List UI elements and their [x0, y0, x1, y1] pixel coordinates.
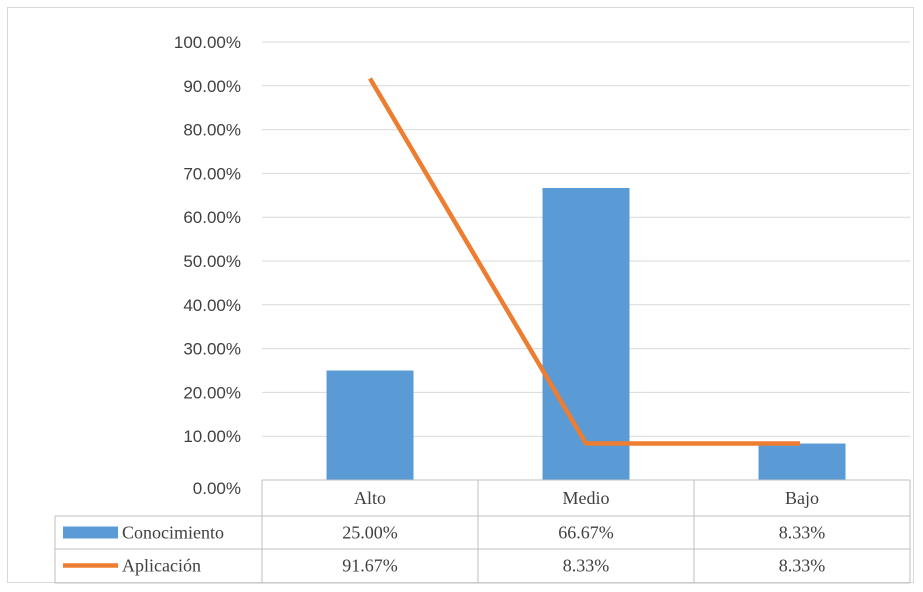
chart-frame: [7, 7, 914, 583]
y-tick-label: 70.00%: [183, 164, 241, 183]
bar-series-conocimiento: [326, 187, 846, 480]
table-cell-value: 8.33%: [779, 556, 826, 576]
category-label: Alto: [354, 488, 386, 508]
table-cell-value: 8.33%: [779, 523, 826, 543]
data-table: Alto Medio Bajo Conocimiento 25.00% 66.67% 8.3…: [54, 479, 911, 584]
y-tick-label: 10.00%: [183, 427, 241, 446]
bar-alto: [326, 370, 414, 480]
table-cell-value: 25.00%: [342, 523, 398, 543]
table-cell-value: 91.67%: [342, 556, 398, 576]
bar-medio: [542, 187, 630, 480]
legend-swatch-conocimiento: [63, 526, 118, 539]
legend-label: Aplicación: [122, 556, 201, 576]
table-cell-value: 8.33%: [563, 556, 610, 576]
y-tick-label: 40.00%: [183, 296, 241, 315]
y-tick-label: 0.00%: [193, 479, 241, 498]
y-tick-label: 90.00%: [183, 77, 241, 96]
y-tick-label: 80.00%: [183, 121, 241, 140]
y-tick-label: 50.00%: [183, 252, 241, 271]
y-tick-label: 20.00%: [183, 383, 241, 402]
bar-bajo: [758, 443, 846, 480]
y-tick-label: 100.00%: [174, 33, 241, 52]
line-series-aplicacion: [368, 77, 800, 446]
line-aplicacion: [368, 77, 800, 446]
category-label: Medio: [563, 488, 610, 508]
y-tick-label: 60.00%: [183, 208, 241, 227]
y-axis: 0.00% 10.00% 20.00% 30.00% 40.00% 50.00% 60.00…: [174, 33, 241, 498]
legend-label: Conocimiento: [122, 523, 224, 543]
table-cell-value: 66.67%: [558, 523, 614, 543]
y-tick-label: 30.00%: [183, 340, 241, 359]
category-label: Bajo: [785, 488, 819, 508]
